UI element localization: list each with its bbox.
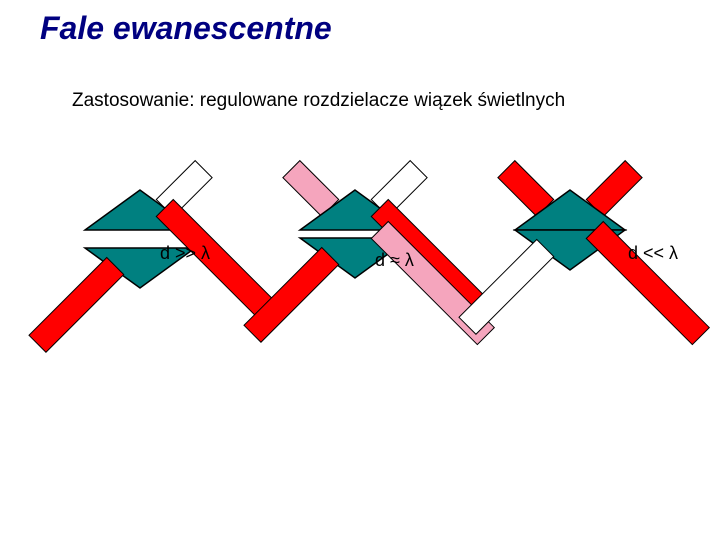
diagram-diag2: [275, 170, 475, 395]
caption-diag3: d << λ: [628, 243, 678, 264]
caption-diag1: d >> λ: [160, 243, 210, 264]
diagram-diag3: [490, 170, 690, 395]
diagram-diag1: [60, 170, 260, 395]
caption-diag2: d ≈ λ: [375, 250, 414, 271]
page-title: Fale ewanescentne: [40, 10, 332, 47]
subtitle: Zastosowanie: regulowane rozdzielacze wi…: [72, 90, 565, 112]
